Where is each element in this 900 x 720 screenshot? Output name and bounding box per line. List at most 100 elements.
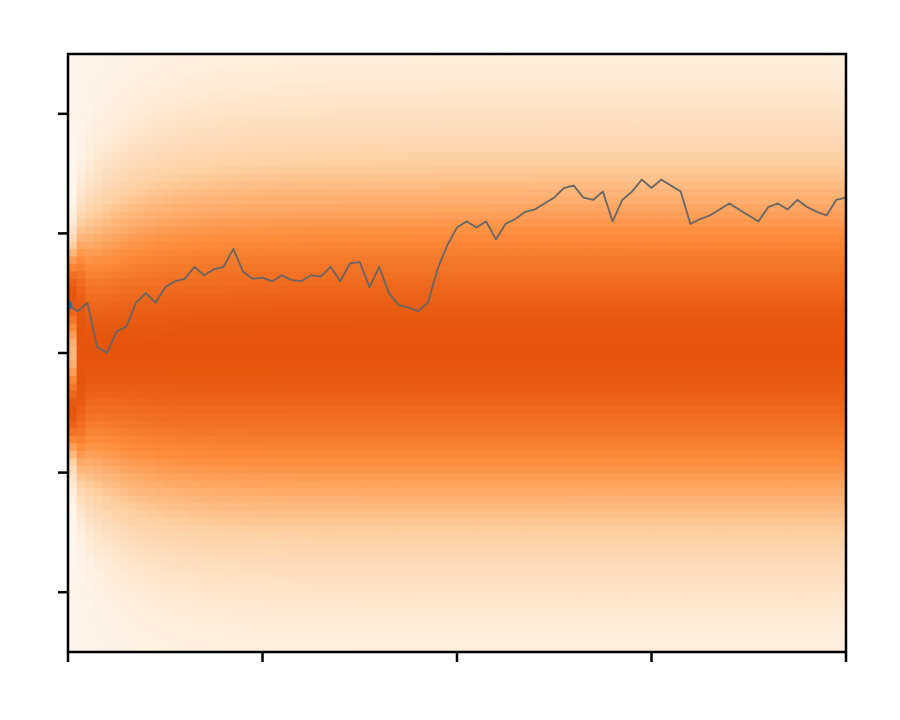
heatmap-cell [552, 233, 562, 242]
heatmap-cell [500, 300, 510, 309]
heatmap-cell [137, 457, 147, 466]
heatmap-cell [240, 502, 251, 511]
heatmap-cell [85, 584, 95, 593]
heatmap-cell [76, 517, 86, 526]
heatmap-cell [353, 412, 363, 421]
heatmap-cell [180, 614, 190, 623]
heatmap-cell [534, 539, 545, 548]
heatmap-cell [344, 509, 354, 519]
heatmap-cell [68, 405, 78, 414]
heatmap-cell [560, 173, 570, 182]
heatmap-cell [465, 143, 475, 152]
heatmap-cell [422, 68, 432, 78]
heatmap-cell [232, 270, 242, 279]
heatmap-cell [578, 547, 588, 556]
heatmap-cell [474, 210, 484, 220]
heatmap-cell [318, 203, 328, 212]
heatmap-cell [284, 285, 294, 294]
heatmap-cell [163, 181, 173, 190]
heatmap-cell [448, 562, 458, 571]
heatmap-cell [500, 547, 510, 556]
heatmap-cell [578, 83, 588, 92]
heatmap-cell [189, 569, 199, 578]
heatmap-cell [526, 300, 536, 309]
heatmap-cell [335, 121, 346, 130]
heatmap-cell [111, 517, 121, 526]
heatmap-cell [405, 450, 415, 459]
heatmap-cell [154, 136, 164, 145]
heatmap-cell [292, 263, 302, 272]
heatmap-cell [180, 83, 190, 92]
heatmap-cell [292, 61, 302, 70]
heatmap-cell [318, 599, 328, 608]
heatmap-cell [189, 106, 199, 115]
heatmap-cell [361, 367, 372, 377]
heatmap-cell [266, 375, 277, 384]
heatmap-cell [223, 330, 233, 339]
heatmap-cell [517, 532, 527, 541]
heatmap-cell [586, 218, 596, 227]
heatmap-cell [275, 614, 285, 623]
heatmap-cell [137, 315, 147, 324]
heatmap-cell [292, 76, 302, 85]
heatmap-cell [552, 472, 562, 481]
heatmap-cell [595, 532, 605, 541]
heatmap-cell [335, 248, 346, 257]
heatmap-cell [370, 457, 380, 466]
heatmap-cell [491, 181, 501, 190]
heatmap-cell [396, 367, 406, 377]
heatmap-cell [197, 420, 207, 429]
heatmap-cell [266, 637, 277, 646]
heatmap-cell [258, 457, 268, 466]
heatmap-cell [85, 330, 95, 339]
heatmap-cell [154, 562, 164, 571]
heatmap-cell [586, 375, 596, 384]
heatmap-cell [526, 614, 536, 623]
heatmap-cell [258, 270, 268, 279]
heatmap-cell [318, 539, 328, 548]
heatmap-cell [482, 637, 493, 646]
heatmap-cell [500, 405, 510, 414]
heatmap-cell [327, 495, 337, 504]
heatmap-cell [76, 367, 86, 377]
heatmap-cell [508, 472, 519, 481]
heatmap-cell [275, 61, 285, 70]
heatmap-cell [422, 577, 432, 586]
heatmap-cell [500, 166, 510, 175]
heatmap-cell [457, 427, 467, 436]
heatmap-cell [171, 517, 181, 526]
heatmap-cell [145, 622, 156, 631]
heatmap-cell [128, 173, 138, 182]
heatmap-cell [154, 637, 164, 646]
heatmap-cell [474, 390, 484, 399]
heatmap-cell [595, 158, 605, 167]
heatmap-cell [405, 382, 415, 391]
heatmap-cell [240, 240, 251, 249]
heatmap-cell [526, 539, 536, 548]
heatmap-cell [569, 367, 579, 377]
heatmap-cell [145, 233, 156, 242]
heatmap-cell [353, 524, 363, 533]
heatmap-cell [119, 487, 130, 496]
heatmap-cell [491, 487, 501, 496]
heatmap-cell [552, 76, 562, 85]
heatmap-cell [189, 427, 199, 436]
heatmap-cell [396, 210, 406, 220]
heatmap-cell [76, 173, 86, 182]
heatmap-cell [448, 390, 458, 399]
heatmap-cell [482, 532, 493, 541]
heatmap-cell [500, 188, 510, 197]
heatmap-cell [292, 577, 302, 586]
heatmap-cell [180, 412, 190, 421]
heatmap-cell [387, 330, 398, 339]
heatmap-cell [517, 562, 527, 571]
heatmap-cell [275, 450, 285, 459]
heatmap-cell [526, 188, 536, 197]
heatmap-cell [85, 83, 95, 92]
heatmap-cell [240, 121, 251, 130]
heatmap-cell [171, 502, 181, 511]
heatmap-cell [353, 203, 363, 212]
heatmap-cell [128, 622, 138, 631]
heatmap-cell [543, 509, 553, 519]
heatmap-cell [379, 270, 389, 279]
